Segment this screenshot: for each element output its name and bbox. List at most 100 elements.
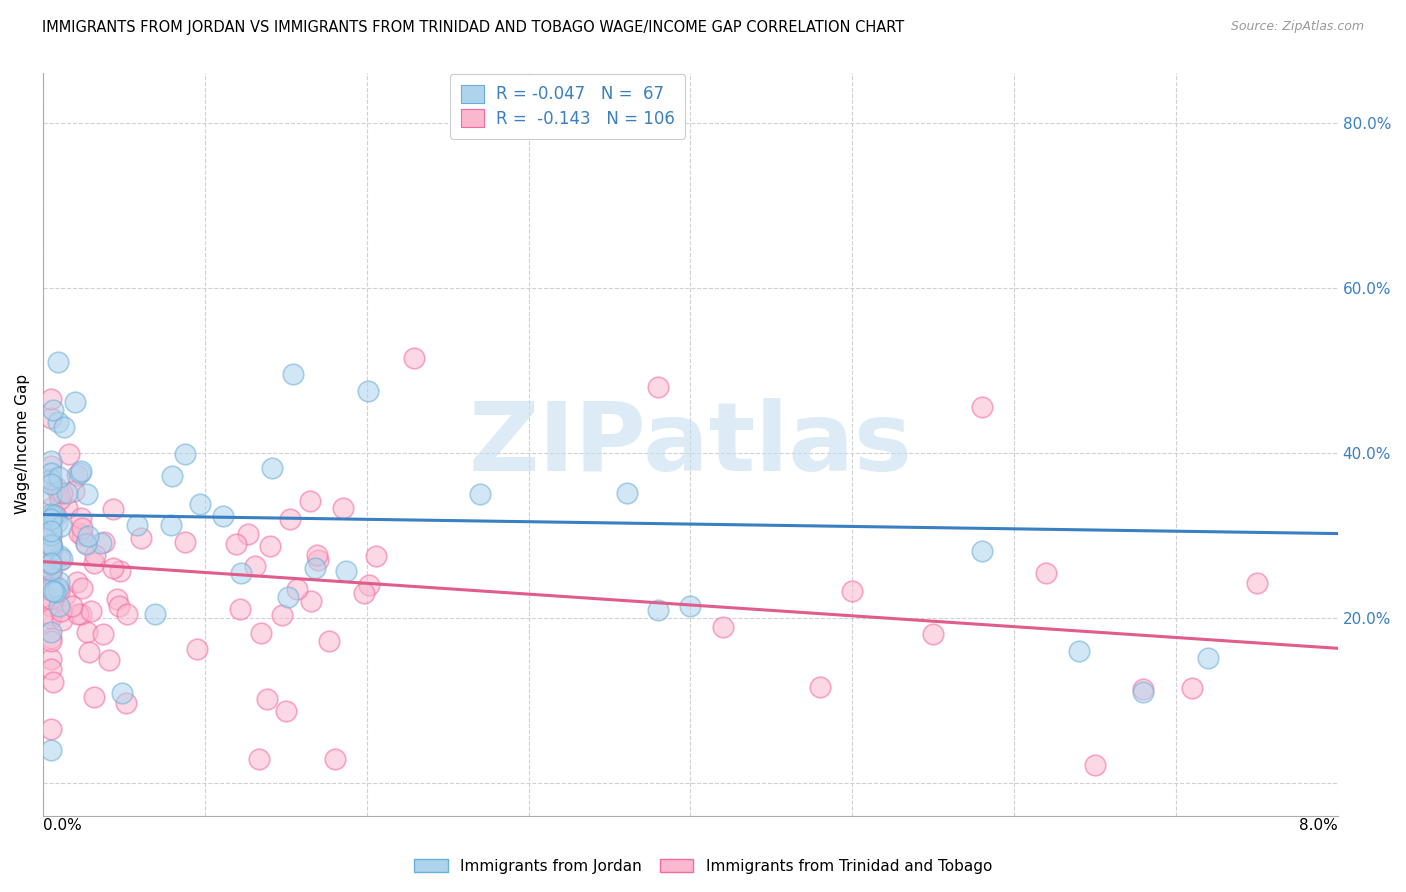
- Point: [173, 534, 195, 549]
- Point: [1132, 685, 1154, 699]
- Point: [83, 690, 105, 704]
- Point: [46, 484, 69, 499]
- Point: [115, 696, 138, 710]
- Point: [1084, 757, 1107, 772]
- Point: [39, 472, 62, 486]
- Point: [49, 553, 72, 567]
- Text: 0.0%: 0.0%: [44, 818, 82, 832]
- Point: [39, 633, 62, 648]
- Point: [103, 561, 125, 575]
- Point: [711, 619, 734, 633]
- Point: [91, 627, 114, 641]
- Point: [44, 585, 66, 599]
- Point: [75, 535, 97, 549]
- Point: [353, 586, 375, 600]
- Point: [48, 574, 70, 589]
- Point: [245, 559, 267, 574]
- Point: [45, 480, 67, 494]
- Point: [76, 486, 98, 500]
- Point: [39, 544, 62, 558]
- Point: [39, 743, 62, 757]
- Point: [647, 379, 669, 393]
- Point: [108, 565, 131, 579]
- Legend: Immigrants from Jordan, Immigrants from Trinidad and Tobago: Immigrants from Jordan, Immigrants from …: [408, 853, 998, 880]
- Point: [39, 722, 62, 736]
- Point: [335, 564, 357, 578]
- Point: [53, 589, 76, 603]
- Point: [39, 487, 62, 501]
- Point: [70, 581, 93, 595]
- Point: [103, 502, 125, 516]
- Point: [231, 566, 253, 581]
- Point: [323, 752, 346, 766]
- Point: [39, 554, 62, 568]
- Point: [332, 500, 354, 515]
- Point: [49, 549, 72, 563]
- Point: [51, 518, 73, 533]
- Point: [278, 511, 301, 525]
- Point: [70, 465, 93, 479]
- Point: [39, 511, 62, 525]
- Text: 8.0%: 8.0%: [1299, 818, 1337, 832]
- Point: [39, 537, 62, 551]
- Point: [285, 582, 308, 597]
- Point: [48, 583, 70, 598]
- Point: [39, 536, 62, 550]
- Point: [39, 528, 62, 542]
- Point: [39, 548, 62, 562]
- Point: [80, 604, 103, 618]
- Point: [52, 420, 75, 434]
- Point: [39, 583, 62, 598]
- Point: [841, 583, 863, 598]
- Point: [39, 591, 62, 606]
- Point: [76, 529, 98, 543]
- Point: [1035, 566, 1057, 581]
- Point: [39, 563, 62, 577]
- Point: [299, 493, 322, 508]
- Point: [58, 447, 80, 461]
- Point: [357, 384, 380, 398]
- Point: [75, 537, 97, 551]
- Point: [39, 624, 62, 639]
- Point: [1197, 650, 1219, 665]
- Point: [51, 485, 73, 500]
- Point: [39, 607, 62, 622]
- Point: [39, 500, 62, 515]
- Point: [616, 486, 638, 500]
- Point: [679, 599, 702, 613]
- Point: [70, 528, 93, 542]
- Point: [46, 515, 69, 529]
- Point: [229, 602, 252, 616]
- Point: [39, 477, 62, 491]
- Point: [42, 403, 65, 417]
- Point: [48, 491, 70, 506]
- Point: [271, 608, 294, 623]
- Point: [39, 599, 62, 613]
- Point: [42, 674, 65, 689]
- Point: [39, 652, 62, 666]
- Point: [307, 553, 329, 567]
- Point: [93, 535, 115, 549]
- Point: [274, 704, 297, 718]
- Point: [39, 558, 62, 572]
- Point: [60, 599, 83, 614]
- Point: [129, 531, 152, 545]
- Point: [468, 486, 491, 500]
- Point: [39, 529, 62, 543]
- Point: [39, 454, 62, 468]
- Point: [48, 470, 70, 484]
- Point: [39, 570, 62, 584]
- Point: [307, 548, 329, 562]
- Y-axis label: Wage/Income Gap: Wage/Income Gap: [15, 375, 30, 515]
- Point: [39, 580, 62, 594]
- Point: [922, 626, 945, 640]
- Point: [39, 662, 62, 676]
- Legend: R = -0.047   N =  67, R =  -0.143   N = 106: R = -0.047 N = 67, R = -0.143 N = 106: [450, 74, 685, 139]
- Point: [808, 680, 831, 694]
- Point: [69, 466, 91, 480]
- Point: [70, 521, 93, 535]
- Point: [83, 549, 105, 563]
- Point: [90, 535, 112, 549]
- Point: [46, 581, 69, 595]
- Text: Source: ZipAtlas.com: Source: ZipAtlas.com: [1230, 20, 1364, 33]
